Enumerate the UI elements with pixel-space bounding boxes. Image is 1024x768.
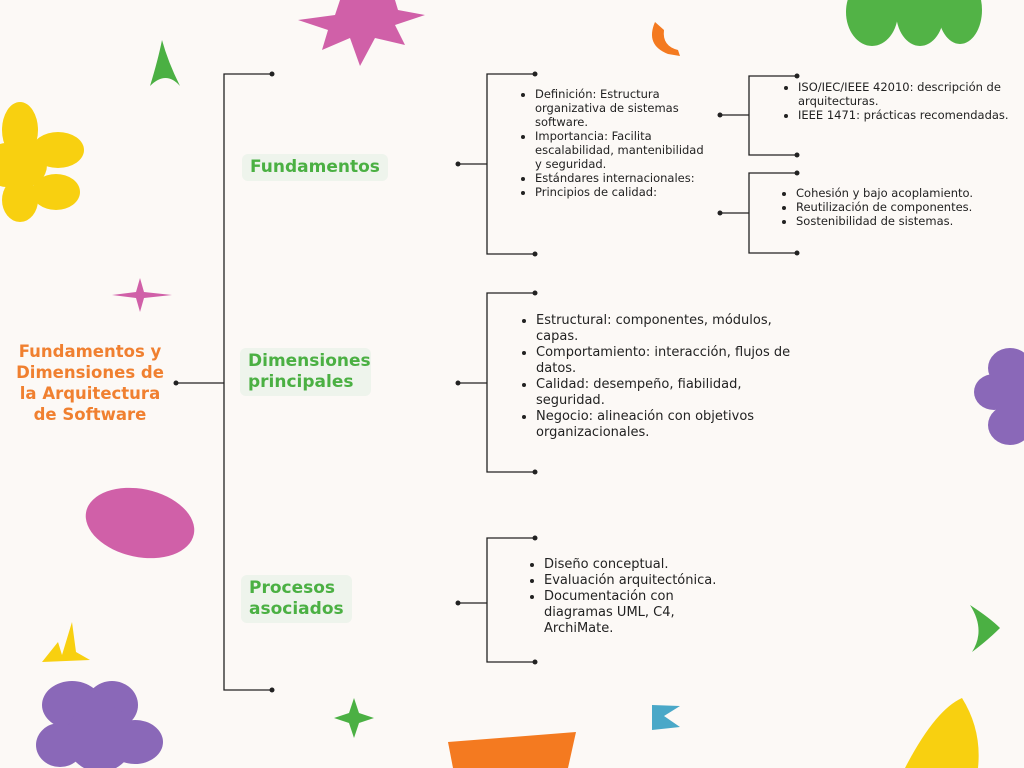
list-item: Cohesión y bajo acoplamiento. xyxy=(796,186,1024,200)
orange-trapezoid xyxy=(448,732,576,768)
principios-list: Cohesión y bajo acoplamiento. Reutilizac… xyxy=(780,186,1024,228)
pink-sparkle xyxy=(112,278,172,312)
purple-flower-right xyxy=(974,348,1024,445)
list-item: Comportamiento: interacción, flujos de d… xyxy=(536,345,808,377)
green-chevron xyxy=(970,605,1000,652)
pink-oval xyxy=(85,487,195,559)
list-item: IEEE 1471: prácticas recomendadas. xyxy=(798,108,1020,122)
list-item: Principios de calidad: xyxy=(535,185,705,199)
list-item: Importancia: Facilita escalabilidad, man… xyxy=(535,129,705,171)
purple-flower-bottom-left xyxy=(36,681,163,768)
green-spike xyxy=(150,40,180,86)
green-sparkle xyxy=(334,698,374,738)
orange-boomerang xyxy=(651,22,680,56)
list-item: Documentación con diagramas UML, C4, Arc… xyxy=(544,589,734,637)
list-item: Estándares internacionales: xyxy=(535,171,705,185)
list-item: Estructural: componentes, módulos, capas… xyxy=(536,313,808,345)
blue-flag xyxy=(652,705,680,730)
list-item: Negocio: alineación con objetivos organi… xyxy=(536,409,808,441)
root-title: Fundamentos y Dimensiones de la Arquitec… xyxy=(16,342,164,424)
yellow-crown xyxy=(42,622,90,662)
branch-dimensiones: Dimensiones principales xyxy=(240,348,371,396)
list-item: Diseño conceptual. xyxy=(544,557,734,573)
yellow-flower-left xyxy=(0,102,84,222)
pink-star-top xyxy=(298,0,425,66)
list-item: Definición: Estructura organizativa de s… xyxy=(535,87,705,129)
branch-fundamentos: Fundamentos xyxy=(242,154,388,181)
procesos-list: Diseño conceptual. Evaluación arquitectó… xyxy=(528,557,734,637)
fundamentos-list: Definición: Estructura organizativa de s… xyxy=(519,87,705,199)
dimensiones-list: Estructural: componentes, módulos, capas… xyxy=(520,313,808,441)
list-item: Sostenibilidad de sistemas. xyxy=(796,214,1024,228)
list-item: ISO/IEC/IEEE 42010: descripción de arqui… xyxy=(798,80,1020,108)
list-item: Evaluación arquitectónica. xyxy=(544,573,734,589)
list-item: Calidad: desempeño, fiabilidad, segurida… xyxy=(536,377,808,409)
estandares-list: ISO/IEC/IEEE 42010: descripción de arqui… xyxy=(782,80,1020,122)
green-flower-top-right xyxy=(846,0,982,46)
yellow-shape-bottom-right xyxy=(905,698,979,768)
list-item: Reutilización de componentes. xyxy=(796,200,1024,214)
branch-procesos: Procesos asociados xyxy=(241,575,352,623)
